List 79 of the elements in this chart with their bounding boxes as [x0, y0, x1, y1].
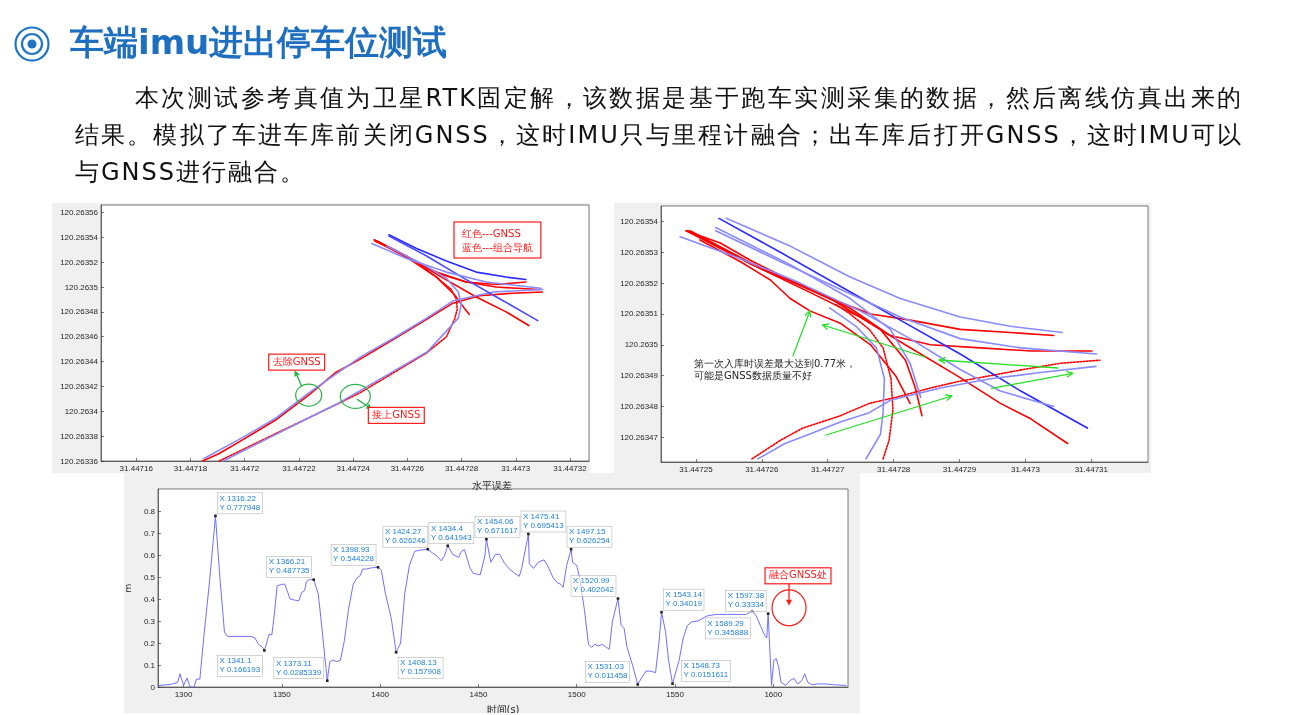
- x-tick-label: 1350: [272, 689, 292, 699]
- y-tick-label: 120.26352: [60, 257, 99, 267]
- y-tick-label: 120.2634: [64, 406, 99, 416]
- x-tick-label: 31.4473: [1010, 464, 1041, 474]
- y-tick-label: 120.26348: [620, 401, 659, 411]
- annotation: 接上GNSS: [372, 408, 421, 420]
- annotation: X 1597.38 Y 0.33334: [727, 591, 765, 610]
- x-tick-label: 1450: [469, 689, 488, 699]
- annotation: 融合GNSS处: [769, 569, 827, 581]
- y-tick-label: 0.2: [143, 638, 156, 648]
- y-tick-label: 0.5: [143, 572, 156, 582]
- y-tick-label: 120.26351: [620, 309, 659, 319]
- x-axis-title: 时间(s): [486, 703, 520, 715]
- y-tick-label: 0.4: [143, 594, 156, 604]
- annotation: 第一次入库时误差最大达到0.77米，可能是GNSS数据质量不好: [693, 357, 857, 382]
- x-tick-label: 1400: [371, 689, 390, 699]
- annotation: X 1454.06 Y 0.671617: [477, 517, 519, 536]
- annotation: X 1497.15 Y 0.626254: [569, 527, 611, 546]
- y-tick-label: 120.2635: [624, 340, 659, 350]
- annotation: X 1531.03 Y 0.011458: [587, 662, 629, 681]
- y-tick-label: 120.26336: [60, 456, 99, 466]
- x-tick-label: 31.44728: [876, 464, 911, 474]
- y-tick-label: 120.26353: [620, 247, 659, 257]
- annotation: X 1548.73 Y 0.0151611: [683, 661, 729, 680]
- annotation: X 1366.21 Y 0.487735: [268, 557, 311, 576]
- y-tick-label: 0.3: [143, 616, 156, 626]
- annotation: X 1475.41 Y 0.695413: [522, 511, 565, 530]
- x-tick-label: 31.4472: [230, 463, 260, 473]
- annotation: X 1543.14 Y 0.34019: [665, 589, 703, 608]
- annotation: 红色---GNSS: [462, 228, 521, 239]
- y-tick-label: 120.26349: [620, 371, 659, 381]
- x-tick-label: 31.44732: [553, 463, 588, 473]
- x-tick-label: 31.44729: [942, 464, 977, 474]
- annotation: X 1589.29 Y 0.345888: [707, 618, 749, 637]
- annotation: X 1316.22 Y 0.777948: [219, 493, 261, 512]
- annotation: X 1398.93 Y 0.544228: [333, 545, 375, 564]
- annotation: X 1408.13 Y 0.157908: [400, 658, 442, 677]
- y-tick-label: 0.7: [143, 528, 156, 538]
- annotation: X 1520.99 Y 0.402042: [573, 576, 615, 595]
- y-tick-label: 120.26347: [620, 432, 659, 442]
- x-tick-label: 31.44726: [390, 463, 425, 473]
- annotation: X 1373.11 Y 0.0285339: [275, 658, 322, 677]
- y-tick-label: 0.6: [143, 550, 156, 560]
- annotation: X 1434.4 Y 0.641943: [430, 523, 473, 542]
- x-tick-label: 31.44724: [336, 463, 371, 473]
- y-tick-label: 120.26346: [60, 332, 99, 342]
- y-tick-label: 120.26342: [60, 381, 99, 391]
- y-tick-label: 0.8: [143, 506, 156, 516]
- y-tick-label: 120.2635: [64, 282, 99, 292]
- text: 车端imu进出停车位测试: [70, 21, 448, 63]
- x-tick-label: 1550: [666, 689, 685, 699]
- x-tick-label: 31.44718: [173, 463, 208, 473]
- text: 本次测试参考真值为卫星RTK固定解，该数据是基于跑车实测采集的数据，然后离线仿真出来的结果。模拟了车进车库前关闭GNSS，这时IMU只与里程计融合；出车库后打开GNSS，这时IMU可以与GNSS进行融合。: [75, 83, 1243, 188]
- annotation: X 1424.27 Y 0.626246: [384, 527, 427, 546]
- y-tick-label: 0.1: [143, 660, 156, 670]
- x-tick-label: 1300: [174, 689, 193, 699]
- y-tick-label: 120.26354: [620, 216, 659, 226]
- x-tick-label: 31.44731: [1074, 464, 1109, 474]
- y-tick-label: 120.26338: [60, 431, 99, 441]
- x-tick-label: 31.44716: [119, 463, 154, 473]
- annotation: 蓝色---组合导航: [462, 242, 533, 253]
- x-tick-label: 31.44728: [444, 463, 479, 473]
- x-tick-label: 31.44722: [282, 463, 317, 473]
- annotation: X 1341.1 Y 0.166193: [219, 656, 261, 675]
- x-tick-label: 1600: [764, 689, 783, 699]
- y-tick-label: 120.26348: [60, 307, 99, 317]
- annotation: 去除GNSS: [272, 355, 321, 367]
- y-tick-label: 120.26356: [60, 207, 99, 217]
- y-tick-label: 120.26354: [60, 232, 99, 242]
- y-tick-label: 0: [150, 682, 156, 692]
- y-tick-label: 120.26344: [60, 357, 99, 367]
- y-axis-title: m: [123, 583, 134, 593]
- x-tick-label: 31.44725: [679, 464, 714, 474]
- x-tick-label: 31.44726: [745, 464, 780, 474]
- chart-title: 水平误差: [472, 479, 512, 491]
- x-tick-label: 31.44727: [811, 464, 845, 474]
- x-tick-label: 1500: [567, 689, 587, 699]
- y-tick-label: 120.26352: [620, 278, 659, 288]
- x-tick-label: 31.4473: [501, 463, 531, 473]
